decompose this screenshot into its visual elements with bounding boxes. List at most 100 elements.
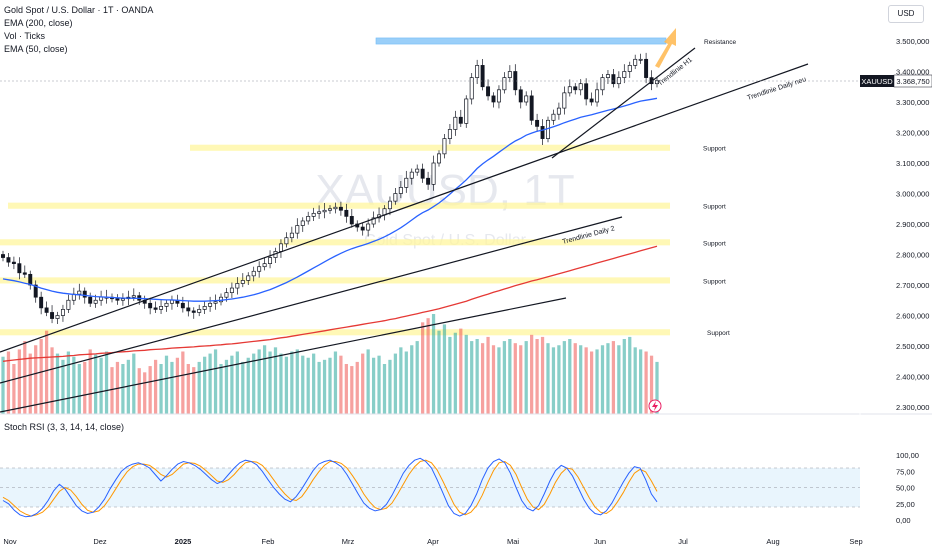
volume-bar	[55, 353, 60, 414]
candle-body	[491, 95, 496, 103]
volume-bars	[1, 314, 659, 414]
volume-bar	[66, 351, 71, 414]
time-axis-label: Jun	[594, 537, 606, 546]
candle-body	[475, 65, 480, 78]
volume-bar	[350, 366, 354, 414]
candle-body	[633, 58, 638, 66]
candle-body	[99, 296, 104, 301]
candle-body	[82, 290, 87, 298]
price-axis-label: 2.400,000	[896, 373, 929, 382]
price-axis-label: 3.200,000	[896, 129, 929, 138]
volume-bar	[104, 351, 109, 414]
candle-body	[556, 107, 561, 115]
volume-bar	[486, 336, 490, 414]
volume-bar	[6, 351, 11, 414]
candle-body	[317, 211, 322, 214]
indicator-ema50[interactable]: EMA (50, close)	[4, 44, 68, 54]
volume-bar	[639, 349, 643, 414]
candle-body	[44, 307, 49, 313]
volume-bar	[426, 318, 430, 414]
volume-bar	[502, 341, 507, 414]
time-axis-label: Feb	[262, 537, 275, 546]
rsi-axis-label: 25,00	[896, 500, 915, 509]
volume-bar	[170, 361, 174, 414]
support-zone	[190, 144, 670, 151]
volume-bar	[23, 341, 27, 414]
volume-bar	[164, 355, 169, 414]
volume-bar	[213, 349, 218, 414]
time-axis-label: Jul	[678, 537, 688, 546]
volume-bar	[110, 367, 114, 414]
price-tag: XAUUSD 3.368,750	[860, 74, 932, 88]
candle-body	[159, 306, 164, 310]
ema50-line	[2, 97, 658, 302]
stoch-rsi-label[interactable]: Stoch RSI (3, 3, 14, 14, close)	[4, 422, 125, 432]
candle-body	[480, 65, 485, 88]
candle-body	[349, 216, 354, 225]
support-label: Support	[703, 278, 726, 285]
candle-body	[6, 257, 11, 263]
volume-bar	[589, 351, 594, 414]
volume-bar	[290, 351, 294, 414]
price-axis-label: 3.500,000	[896, 37, 929, 46]
candle-body	[240, 280, 245, 284]
candlesticks	[1, 52, 659, 325]
volume-bar	[257, 349, 261, 414]
volume-bar	[519, 345, 523, 414]
candle-body	[518, 89, 523, 103]
candle-body	[622, 71, 627, 78]
alert-lightning-icon[interactable]	[648, 399, 662, 413]
time-axis-label: 2025	[175, 537, 192, 546]
candle-body	[344, 209, 349, 217]
volume-bar	[568, 339, 572, 414]
price-axis-label: 3.100,000	[896, 159, 929, 168]
support-label: Support	[703, 240, 726, 247]
price-axis-label: 2.700,000	[896, 281, 929, 290]
candle-body	[289, 232, 294, 239]
volume-bar	[382, 364, 387, 414]
candle-body	[88, 296, 93, 304]
price-axis-label: 2.800,000	[896, 251, 929, 260]
indicator-volume[interactable]: Vol · Ticks	[4, 31, 46, 41]
candle-body	[409, 171, 414, 179]
candle-body	[655, 80, 659, 85]
currency-button[interactable]: USD	[888, 5, 924, 23]
price-axis: 3.500,000 3.400,000 3.300,000 3.200,000 3.10…	[896, 37, 929, 412]
support-resistance-zones: Resistance Support Support Support Support Su…	[0, 37, 737, 337]
candle-body	[431, 162, 436, 185]
candle-body	[11, 261, 16, 264]
price-tag-symbol: XAUUSD	[861, 77, 893, 86]
volume-bar	[34, 345, 38, 414]
trendline-h1	[551, 47, 696, 159]
trendline-daily-neu	[0, 63, 809, 353]
volume-bar	[617, 345, 621, 414]
volume-bar	[50, 347, 54, 414]
support-label: Support	[703, 146, 726, 153]
volume-bar	[600, 345, 605, 414]
volume-bar	[83, 361, 87, 414]
candle-body	[229, 287, 234, 293]
price-axis-label: 2.500,000	[896, 342, 929, 351]
candle-body	[284, 237, 289, 245]
volume-bar	[530, 334, 534, 414]
indicator-ema200[interactable]: EMA (200, close)	[4, 18, 73, 28]
candle-body	[322, 209, 327, 213]
resistance-label: Resistance	[704, 39, 737, 46]
candle-body	[589, 98, 594, 103]
volume-bar	[480, 343, 485, 414]
candle-body	[202, 306, 207, 310]
volume-bar	[181, 351, 185, 414]
candle-body	[644, 58, 649, 78]
volume-bar	[235, 351, 239, 414]
volume-bar	[421, 322, 425, 414]
volume-bar	[137, 368, 141, 414]
volume-bar	[301, 355, 305, 414]
volume-bar	[143, 372, 147, 414]
volume-bar	[557, 345, 561, 414]
volume-bar	[524, 341, 528, 414]
candle-body	[600, 77, 605, 91]
volume-bar	[224, 359, 229, 414]
candle-body	[186, 307, 191, 312]
chart-title[interactable]: Gold Spot / U.S. Dollar · 1T · OANDA	[4, 5, 154, 15]
